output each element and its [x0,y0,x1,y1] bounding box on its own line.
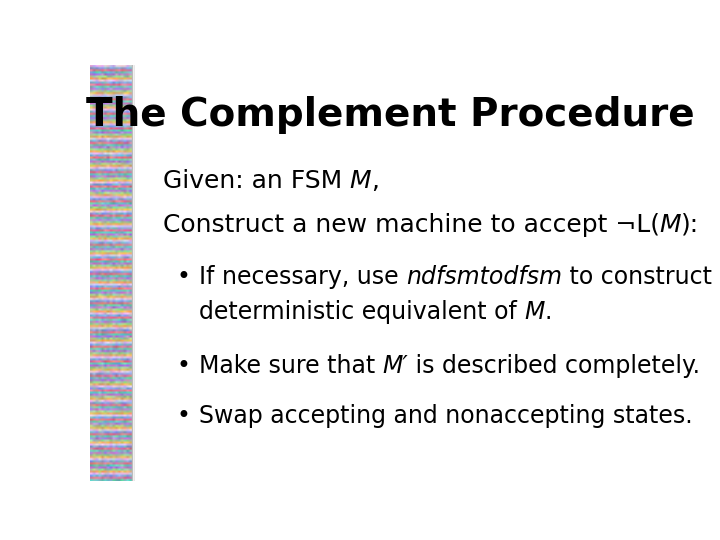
Text: ndfsmtodfsm: ndfsmtodfsm [406,265,562,289]
Text: M: M [350,169,372,193]
Text: Make sure that: Make sure that [199,354,382,378]
Text: If necessary, use: If necessary, use [199,265,406,289]
Text: Swap accepting and nonaccepting states.: Swap accepting and nonaccepting states. [199,404,693,428]
Text: M′: M′ [382,354,408,378]
Text: •: • [176,354,190,378]
Text: deterministic equivalent of: deterministic equivalent of [199,300,524,324]
Text: ,: , [372,169,379,193]
Text: is described completely.: is described completely. [408,354,701,378]
Text: Construct a new machine to accept ¬L(: Construct a new machine to accept ¬L( [163,213,660,237]
Text: •: • [176,265,190,289]
Text: .: . [544,300,552,324]
Text: Given: an FSM: Given: an FSM [163,169,350,193]
Text: The Complement Procedure: The Complement Procedure [86,96,694,134]
Text: ):: ): [681,213,699,237]
Text: to construct: to construct [562,265,719,289]
Text: M: M [660,213,681,237]
Text: •: • [176,404,190,428]
Text: M: M [524,300,544,324]
